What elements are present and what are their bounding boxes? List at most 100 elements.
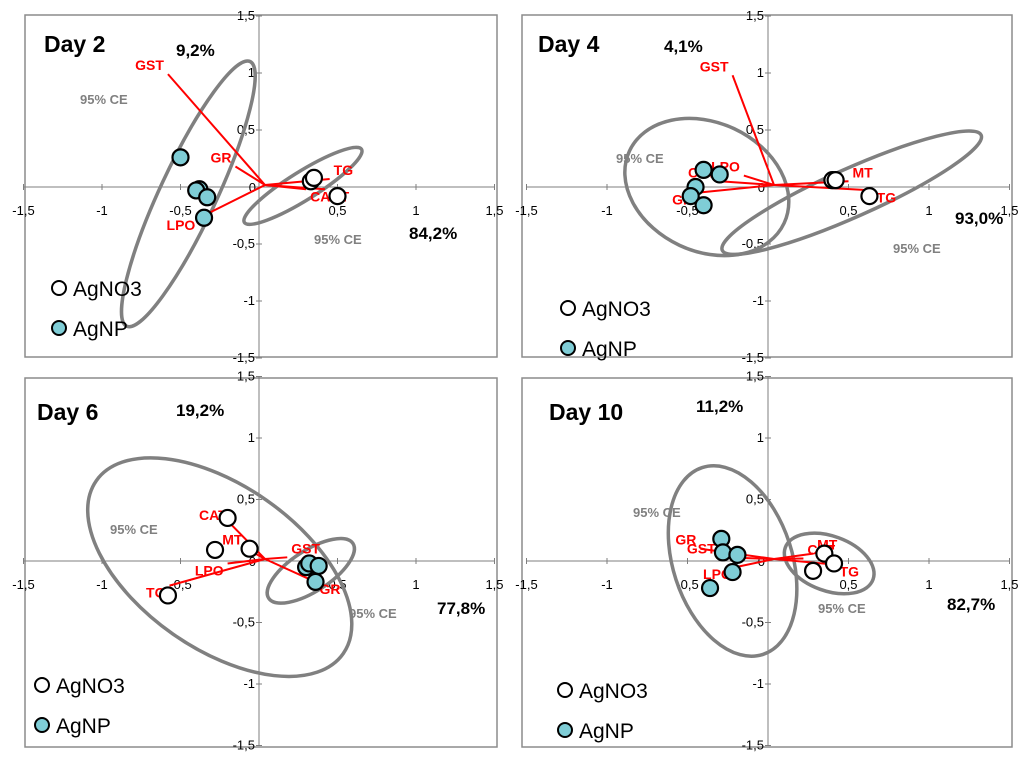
y-tick-label: -0,5 <box>233 236 255 251</box>
agnp-point <box>715 544 731 560</box>
x-variance-label: 84,2% <box>409 224 457 243</box>
vector-label: GST <box>700 58 729 74</box>
legend-agnp-marker <box>52 321 66 335</box>
x-variance-label: 82,7% <box>947 595 995 614</box>
agnp-point <box>196 210 212 226</box>
y-tick-label: -0,5 <box>742 615 764 630</box>
x-tick-label: 0,5 <box>839 203 857 218</box>
x-tick-label: -1,5 <box>515 203 537 218</box>
x-tick-label: -1 <box>96 577 108 592</box>
legend-agno3-marker <box>35 678 49 692</box>
y-tick-label: 1 <box>248 430 255 445</box>
legend-agnp-label: AgNP <box>579 720 634 743</box>
legend-agnp-label: AgNP <box>56 715 111 738</box>
x-tick-label: 0,5 <box>328 203 346 218</box>
panel-title: Day 4 <box>538 31 600 57</box>
agno3-point <box>306 170 322 186</box>
legend-agno3-marker <box>561 301 575 315</box>
legend-agnp-marker <box>35 718 49 732</box>
x-tick-label: -1,5 <box>12 203 34 218</box>
ellipse-label: 95% CE <box>349 606 397 621</box>
ellipse-label: 95% CE <box>314 232 362 247</box>
agnp-point <box>311 558 327 574</box>
agnp-point <box>696 162 712 178</box>
agnp-point <box>199 189 215 205</box>
legend-agnp-marker <box>558 723 572 737</box>
vector-label: TG <box>334 162 354 178</box>
x-tick-label: 1,5 <box>485 203 503 218</box>
y-tick-label: 1,5 <box>237 8 255 23</box>
agnp-point <box>729 547 745 563</box>
y-tick-label: -1 <box>752 293 764 308</box>
x-tick-label: 1 <box>925 203 932 218</box>
x-tick-label: -1 <box>96 203 108 218</box>
y-tick-label: 1 <box>757 65 764 80</box>
vector-label: LPO <box>195 562 224 578</box>
legend-agno3-marker <box>52 281 66 295</box>
y-variance-label: 11,2% <box>696 397 743 416</box>
x-variance-label: 93,0% <box>955 209 1003 228</box>
y-tick-label: -0,5 <box>233 615 255 630</box>
y-tick-label: 1,5 <box>746 8 764 23</box>
panel-title: Day 10 <box>549 399 623 425</box>
y-tick-label: -1,5 <box>233 738 255 753</box>
agno3-point <box>861 188 877 204</box>
agnp-point <box>308 574 324 590</box>
y-tick-label: -1,5 <box>233 350 255 365</box>
legend-agnp-label: AgNP <box>73 318 128 341</box>
x-tick-label: 1 <box>412 577 419 592</box>
y-tick-label: -1 <box>243 676 255 691</box>
legend-agno3-marker <box>558 683 572 697</box>
vector-label: GR <box>210 149 231 165</box>
ellipse-label: 95% CE <box>633 505 681 520</box>
legend-agno3-label: AgNO3 <box>73 278 142 301</box>
vector-label: MT <box>222 532 243 548</box>
y-tick-label: -1 <box>243 293 255 308</box>
ellipse-label: 95% CE <box>110 522 158 537</box>
x-tick-label: 1,5 <box>1000 577 1018 592</box>
agno3-point <box>805 563 821 579</box>
agno3-point <box>207 542 223 558</box>
panel-title: Day 2 <box>44 31 105 57</box>
agno3-point <box>220 510 236 526</box>
y-variance-label: 9,2% <box>176 41 215 60</box>
ellipse-label: 95% CE <box>818 601 866 616</box>
agno3-point <box>242 541 258 557</box>
x-variance-label: 77,8% <box>437 599 485 618</box>
legend-agnp-label: AgNP <box>582 338 637 361</box>
y-tick-label: 0,5 <box>237 492 255 507</box>
x-tick-label: -1,5 <box>12 577 34 592</box>
vector-label: GST <box>687 540 716 556</box>
x-tick-label: 1 <box>412 203 419 218</box>
y-tick-label: 1 <box>757 430 764 445</box>
agno3-point <box>826 555 842 571</box>
legend-agno3-label: AgNO3 <box>579 680 648 703</box>
y-variance-label: 19,2% <box>176 401 224 420</box>
panel-title: Day 6 <box>37 399 98 425</box>
agnp-point <box>702 580 718 596</box>
y-tick-label: -1,5 <box>742 350 764 365</box>
legend-agno3-label: AgNO3 <box>56 675 125 698</box>
x-tick-label: -1,5 <box>515 577 537 592</box>
x-tick-label: 1,5 <box>485 577 503 592</box>
x-tick-label: -1 <box>601 577 613 592</box>
y-tick-label: -1 <box>752 676 764 691</box>
vector-label: GST <box>291 540 320 556</box>
vector-label: TG <box>877 189 897 205</box>
vector-label: MT <box>853 164 874 180</box>
agnp-point <box>712 166 728 182</box>
legend-agnp-marker <box>561 341 575 355</box>
vector-label: LPO <box>167 217 196 233</box>
y-tick-label: -1,5 <box>742 738 764 753</box>
x-tick-label: 1 <box>925 577 932 592</box>
agnp-point <box>696 197 712 213</box>
ellipse-label: 95% CE <box>893 241 941 256</box>
legend-agno3-label: AgNO3 <box>582 298 651 321</box>
agno3-point <box>828 172 844 188</box>
